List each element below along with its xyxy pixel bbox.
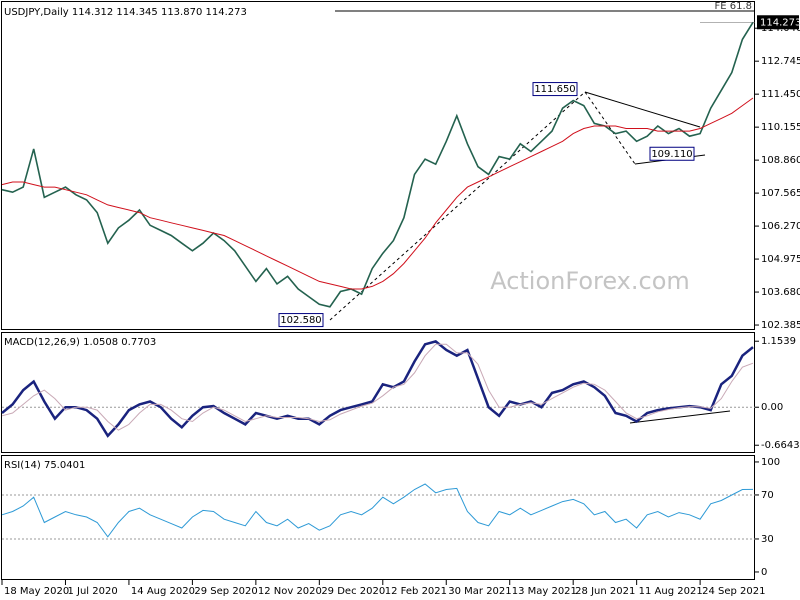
annotation-label: 111.650 bbox=[534, 84, 575, 95]
x-tick-label: 28 Jun 2021 bbox=[575, 586, 635, 597]
annotation-box bbox=[532, 82, 578, 97]
y-tick-label: -0.6643 bbox=[761, 440, 800, 451]
x-tick-label: 12 Feb 2021 bbox=[385, 586, 447, 597]
chart-title: USDJPY,Daily 114.312 114.345 113.870 114… bbox=[4, 7, 247, 18]
y-tick-label: 0.00 bbox=[761, 402, 783, 413]
y-tick-label: 108.860 bbox=[761, 155, 800, 166]
rsi-title: RSI(14) 75.0401 bbox=[4, 460, 85, 471]
x-tick-label: 30 Mar 2021 bbox=[448, 586, 511, 597]
fe-label: FE 61.8 bbox=[714, 1, 752, 12]
y-tick-label: 30 bbox=[761, 534, 774, 545]
macd-panel bbox=[1, 332, 755, 453]
y-tick-label: 102.385 bbox=[761, 320, 800, 331]
y-tick-label: 100 bbox=[761, 457, 780, 468]
price-panel bbox=[1, 1, 755, 330]
trend-line bbox=[584, 91, 636, 165]
last-price-box bbox=[757, 15, 799, 30]
y-tick-label: 104.975 bbox=[761, 254, 800, 265]
series-line bbox=[1, 343, 754, 431]
macd-title: MACD(12,26,9) 1.0508 0.7703 bbox=[4, 337, 156, 348]
y-tick-label: 111.450 bbox=[761, 89, 800, 100]
annotation-label: 102.580 bbox=[280, 315, 321, 326]
y-tick-label: 106.270 bbox=[761, 221, 800, 232]
y-tick-label: 110.155 bbox=[761, 122, 800, 133]
last-price-label: 114.273 bbox=[760, 17, 800, 28]
series-line bbox=[1, 97, 754, 290]
divergence-line bbox=[629, 410, 731, 424]
x-tick-label: 24 Sep 2021 bbox=[702, 586, 765, 597]
series-line bbox=[1, 483, 754, 538]
x-tick-label: 12 Nov 2020 bbox=[258, 586, 322, 597]
series-line bbox=[1, 340, 754, 438]
x-tick-label: 1 Jul 2020 bbox=[67, 586, 117, 597]
series-line bbox=[1, 21, 754, 308]
y-tick-label: 112.745 bbox=[761, 56, 800, 67]
x-tick-label: 29 Sep 2020 bbox=[194, 586, 257, 597]
rsi-panel bbox=[1, 455, 755, 580]
x-tick-label: 11 Aug 2021 bbox=[639, 586, 703, 597]
watermark: ActionForex.com bbox=[490, 267, 690, 295]
x-tick-label: 29 Dec 2020 bbox=[321, 586, 385, 597]
y-tick-label: 1.1539 bbox=[761, 336, 796, 347]
x-tick-label: 14 Aug 2020 bbox=[131, 586, 195, 597]
trend-line bbox=[584, 91, 701, 128]
y-tick-label: 103.680 bbox=[761, 287, 800, 298]
x-tick-label: 18 May 2020 bbox=[4, 586, 69, 597]
x-tick-label: 13 May 2021 bbox=[512, 586, 577, 597]
annotation-box bbox=[278, 313, 324, 328]
annotation-label: 109.110 bbox=[651, 149, 692, 160]
y-tick-label: 70 bbox=[761, 490, 774, 501]
y-tick-label: 107.565 bbox=[761, 188, 800, 199]
y-tick-label: 0 bbox=[761, 567, 767, 578]
annotation-box bbox=[649, 146, 695, 161]
